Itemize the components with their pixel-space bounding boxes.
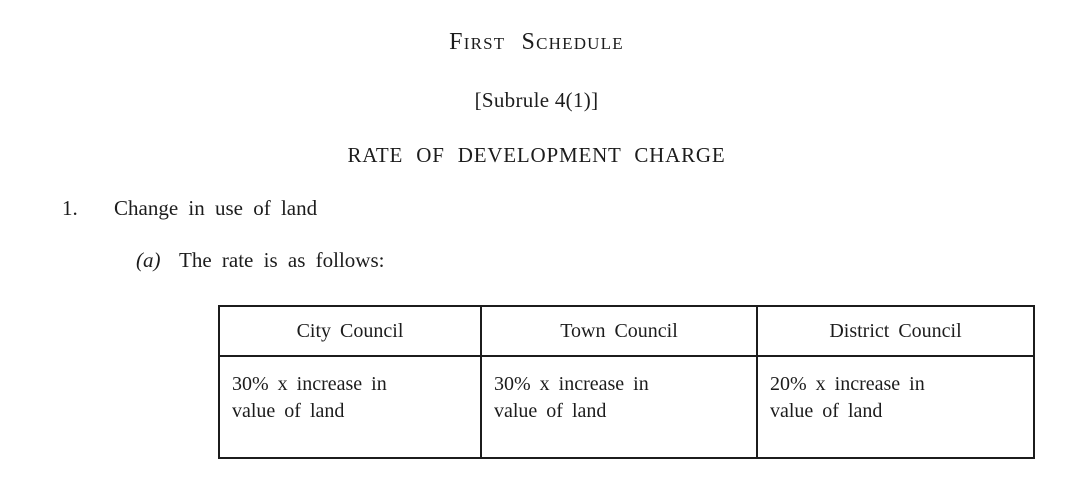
- subitem-text: The rate is as follows:: [179, 248, 385, 272]
- table-row: 30% x increase in value of land 30% x in…: [218, 355, 1035, 459]
- table-header-row: City Council Town Council District Counc…: [218, 305, 1035, 357]
- cell-line: 20% x increase in: [770, 373, 925, 395]
- cell-line: 30% x increase in: [232, 373, 387, 395]
- table-header-district-council: District Council: [756, 305, 1035, 357]
- subrule-reference: [Subrule 4(1)]: [474, 88, 599, 112]
- table-header-city-council: City Council: [218, 305, 482, 357]
- cell-line: 30% x increase in: [494, 373, 649, 395]
- table-cell-city-rate: 30% x increase in value of land: [218, 355, 482, 459]
- page-heading: RATE OF DEVELOPMENT CHARGE: [347, 143, 726, 167]
- list-item-text: Change in use of land: [114, 196, 318, 220]
- cell-line: value of land: [232, 400, 345, 422]
- subitem-label: (a): [136, 248, 161, 272]
- cell-line: value of land: [494, 400, 607, 422]
- cell-line: value of land: [770, 400, 883, 422]
- table-header-town-council: Town Council: [480, 305, 758, 357]
- rate-table: City Council Town Council District Counc…: [218, 305, 1035, 459]
- schedule-title: First Schedule: [449, 29, 624, 55]
- table-cell-district-rate: 20% x increase in value of land: [756, 355, 1035, 459]
- table-cell-town-rate: 30% x increase in value of land: [480, 355, 758, 459]
- list-item-number: 1.: [62, 196, 78, 220]
